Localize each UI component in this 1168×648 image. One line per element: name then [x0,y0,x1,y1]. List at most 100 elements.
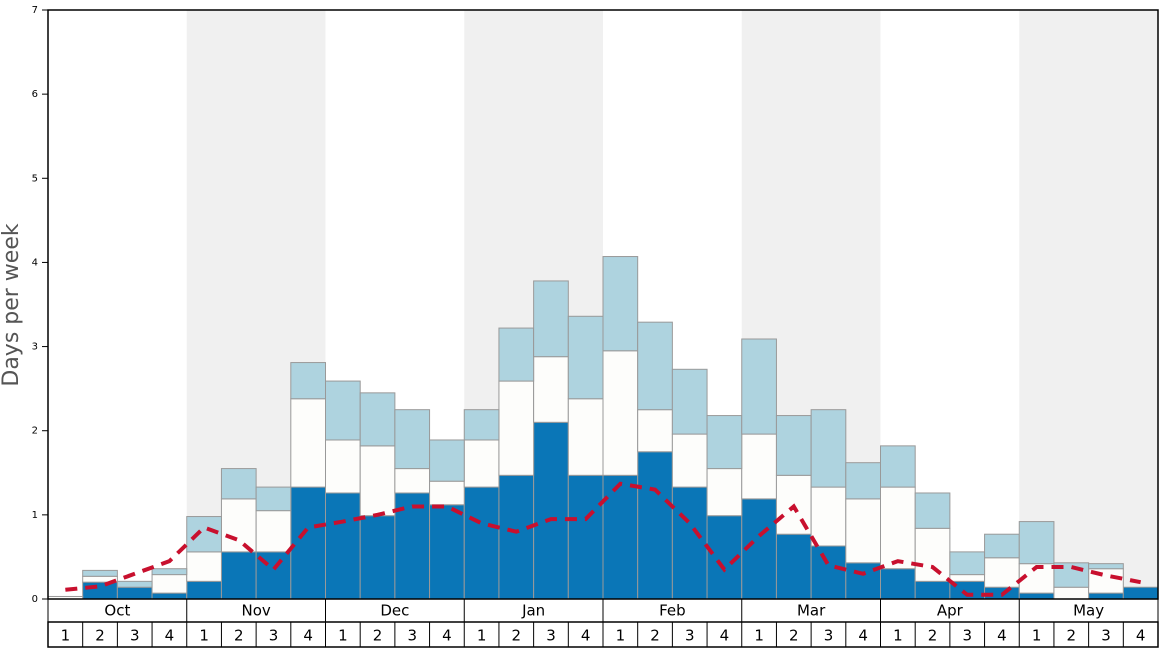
x-tick-label: 3 [685,627,695,645]
x-tick-label: 4 [997,627,1007,645]
x-tick-label: 1 [199,627,209,645]
bar-segment [359,445,396,517]
x-tick-label: 2 [928,627,938,645]
x-tick-label: 3 [824,627,834,645]
bar-segment [463,486,500,600]
bar-segment [637,451,673,600]
bar-segment [914,492,951,529]
bar-segment [82,581,118,600]
x-tick-label: 1 [61,627,71,645]
bar-segment [359,515,396,600]
bar-segment [845,462,881,500]
bar-segment [290,486,326,600]
bar-segment [290,362,326,400]
x-tick-label: 4 [1136,627,1146,645]
x-tick-label: 4 [303,627,313,645]
bar-segment [533,356,569,423]
month-label: May [1073,602,1104,620]
bar-segment [220,498,257,553]
bar-segment [810,486,847,547]
bar-segment [1018,592,1055,600]
bar-segment [1088,592,1124,600]
bar-segment [151,568,188,576]
bar-segment [1053,586,1090,600]
month-label: Nov [241,602,270,620]
y-tick-label: 5 [32,173,38,184]
bar-segment [463,409,500,441]
bar-segment [151,592,188,600]
bar-segment [186,516,222,553]
x-tick-label: 1 [1032,627,1042,645]
x-tick-label: 4 [720,627,730,645]
x-tick-label: 4 [581,627,591,645]
x-tick-label: 2 [650,627,660,645]
bar-segment [498,327,535,382]
x-tick-label: 3 [962,627,972,645]
y-tick-label: 0 [32,594,38,605]
x-tick-label: 2 [789,627,799,645]
bar-segment [255,486,292,512]
bar-segment [82,569,118,577]
bar-segment [429,504,465,600]
x-tick-label: 3 [130,627,140,645]
bar-segment [1018,521,1055,565]
x-tick-label: 3 [407,627,417,645]
x-tick-label: 1 [754,627,764,645]
y-tick-label: 3 [32,342,38,353]
bar-segment [394,409,431,470]
bar-segment [602,256,639,352]
x-tick-label: 2 [95,627,105,645]
y-tick-label: 6 [32,89,38,100]
bar-segment [325,439,361,494]
bar-segment [671,368,708,435]
bar-segment [706,415,743,470]
x-tick-label: 3 [546,627,556,645]
bar-segment [845,498,881,564]
bar-segment [533,421,569,600]
x-tick-label: 2 [1067,627,1077,645]
bar-segment [949,551,986,576]
bar-segment [914,580,951,600]
bar-segment [775,415,812,476]
bar-segment [220,468,257,500]
y-axis-label: Days per week [0,223,24,386]
month-label: Apr [937,602,964,620]
bar-segment [255,510,292,553]
bar-segment [1088,563,1124,570]
bar-segment [429,480,465,506]
x-tick-label: 2 [512,627,522,645]
bar-segment [810,409,847,488]
month-label: Oct [104,602,130,620]
x-tick-label: 2 [234,627,244,645]
y-tick-label: 4 [32,257,38,268]
x-tick-label: 4 [442,627,452,645]
month-shade [1019,10,1158,599]
x-tick-label: 2 [373,627,383,645]
bar-segment [429,439,465,482]
month-label: Dec [380,602,409,620]
bar-segment [1122,586,1159,600]
bar-segment [116,580,153,588]
y-tick-label: 2 [32,426,38,437]
x-tick-label: 4 [165,627,175,645]
bar-segment [602,474,639,600]
bar-segment [914,527,951,582]
bar-segment [810,545,847,600]
bar-segment [671,486,708,600]
bar-segment [498,380,535,476]
x-tick-label: 1 [338,627,348,645]
x-tick-label: 3 [269,627,279,645]
bar-segment [116,586,153,600]
x-tick-label: 1 [893,627,903,645]
bar-segment [984,533,1020,559]
bar-segment [290,398,326,488]
bar-segment [706,468,743,517]
x-tick-label: 3 [1101,627,1111,645]
bar-segment [741,433,777,500]
bar-segment [463,439,500,488]
bar-segment [325,380,361,441]
bar-segment [567,315,604,400]
bar-segment [498,474,535,600]
